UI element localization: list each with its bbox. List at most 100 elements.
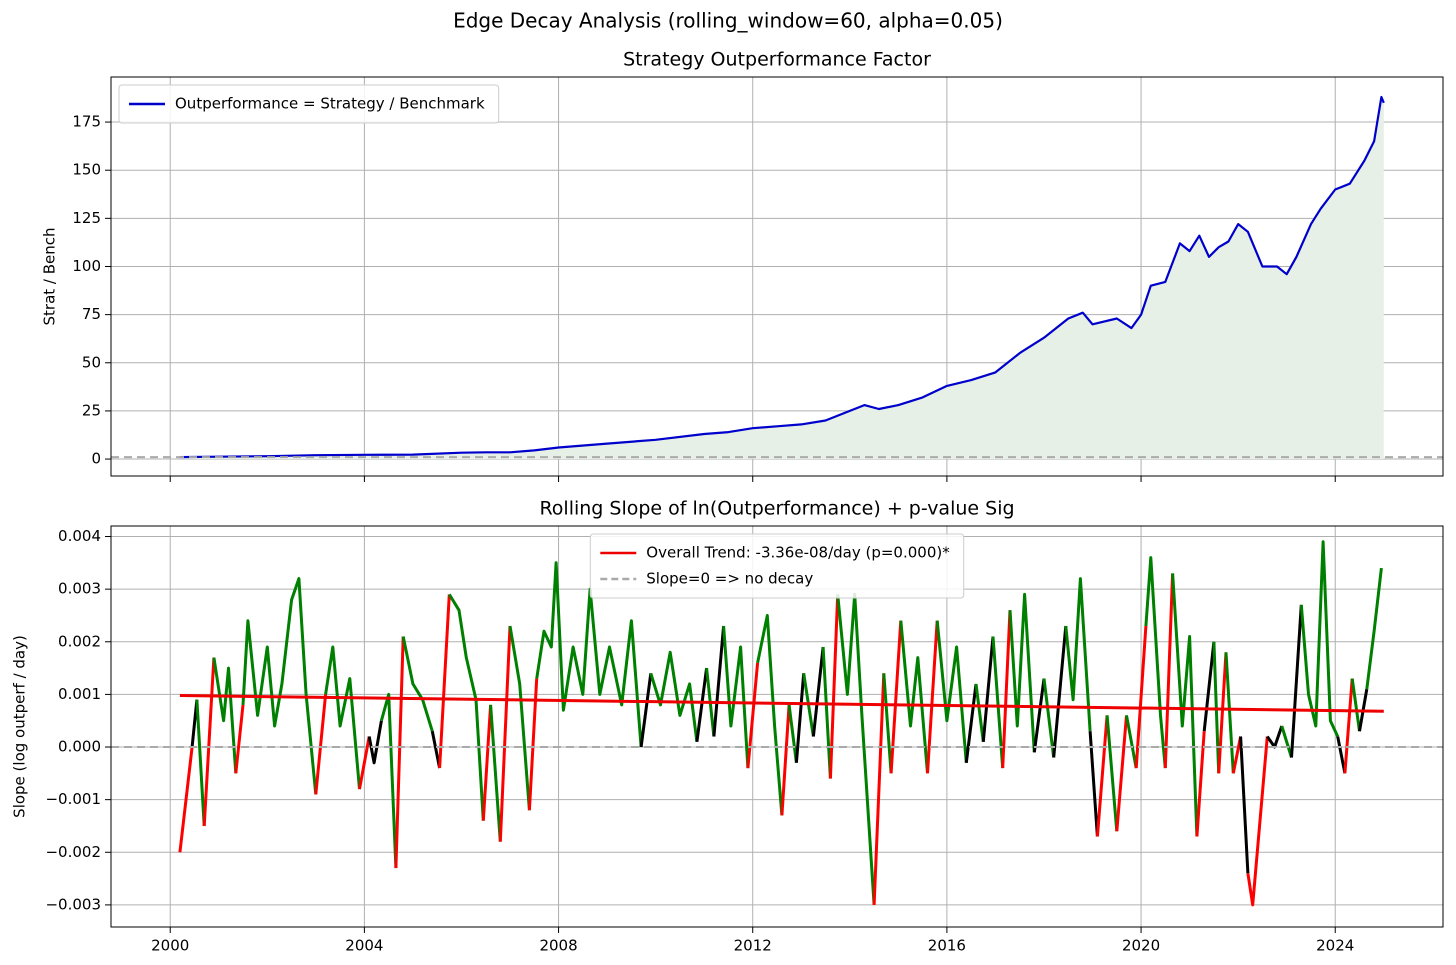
legend-label: Outperformance = Strategy / Benchmark bbox=[175, 95, 485, 113]
slope-line bbox=[649, 650, 699, 742]
slope-line bbox=[1088, 731, 1099, 837]
series-line bbox=[179, 694, 1384, 713]
legend-label: Overall Trend: -3.36e-08/day (p=0.000)* bbox=[646, 544, 950, 562]
slope-line bbox=[926, 620, 939, 774]
y-axis-label: Strat / Bench bbox=[41, 227, 59, 325]
slope-line bbox=[780, 704, 791, 816]
slope-line bbox=[1134, 625, 1148, 769]
slope-line bbox=[756, 614, 784, 816]
slope-line bbox=[1008, 592, 1036, 753]
slope-line bbox=[1343, 678, 1354, 774]
series-line bbox=[179, 95, 1385, 459]
slope-line bbox=[430, 730, 442, 769]
slope-line bbox=[1336, 736, 1347, 774]
slope-line bbox=[746, 662, 760, 769]
slope-line bbox=[1105, 715, 1119, 832]
slope-line bbox=[828, 594, 840, 779]
slope-line bbox=[639, 673, 653, 748]
slope-line bbox=[1266, 725, 1284, 749]
slope-line bbox=[212, 657, 238, 774]
slope-line bbox=[438, 594, 451, 769]
slope-line bbox=[872, 673, 886, 905]
slope-line bbox=[178, 746, 194, 853]
slope-line bbox=[1095, 715, 1109, 837]
y-tick-label: 0 bbox=[91, 450, 101, 468]
slope-line bbox=[1001, 610, 1012, 769]
slope-line bbox=[821, 646, 832, 779]
slope-line bbox=[1042, 678, 1056, 758]
slope-line bbox=[1280, 725, 1293, 758]
slope-line bbox=[481, 704, 493, 821]
slope-line bbox=[535, 561, 643, 748]
slope-line bbox=[794, 673, 806, 763]
slope-line bbox=[1125, 715, 1138, 769]
slope-line bbox=[394, 636, 405, 869]
slope-line bbox=[964, 683, 978, 763]
slope-line bbox=[241, 577, 318, 795]
slope-line bbox=[1231, 736, 1243, 774]
slope-line bbox=[324, 645, 361, 790]
legend-box bbox=[118, 84, 500, 124]
y-tick-label: 125 bbox=[72, 209, 101, 227]
y-tick-label: 175 bbox=[72, 113, 101, 131]
slope-line bbox=[695, 667, 709, 742]
slope-line bbox=[1299, 540, 1340, 738]
slope-line bbox=[489, 704, 502, 842]
figure-title: Edge Decay Analysis (rolling_window=60, … bbox=[453, 9, 1003, 33]
slope-line bbox=[1163, 573, 1175, 769]
y-tick-label: 100 bbox=[72, 257, 101, 275]
y-tick-label: −0.001 bbox=[45, 790, 101, 808]
legend: Overall Trend: -3.36e-08/day (p=0.000)* S… bbox=[589, 533, 965, 599]
slope-line bbox=[1052, 625, 1068, 758]
y-tick-label: 25 bbox=[82, 401, 101, 419]
slope-line bbox=[991, 636, 1005, 769]
slope-line bbox=[1115, 715, 1128, 832]
slope-line bbox=[1171, 573, 1199, 837]
axes-title: Rolling Slope of ln(Outperformance) + p-… bbox=[539, 498, 1014, 520]
slope-line bbox=[234, 704, 245, 774]
x-tick-label: 2004 bbox=[345, 937, 383, 955]
y-tick-label: 50 bbox=[82, 353, 101, 371]
slope-line bbox=[811, 646, 825, 737]
slope-line bbox=[1202, 641, 1216, 732]
x-tick-label: 2024 bbox=[1316, 937, 1354, 955]
slope-line bbox=[448, 593, 485, 821]
y-tick-label: 0.002 bbox=[58, 632, 101, 650]
slope-line bbox=[401, 636, 434, 732]
slope-line bbox=[527, 678, 539, 811]
slope-line bbox=[1365, 567, 1383, 690]
legend-label: Slope=0 => no decay bbox=[646, 570, 813, 588]
y-tick-label: 75 bbox=[82, 305, 101, 323]
slope-line bbox=[1195, 731, 1206, 837]
legend: Outperformance = Strategy / Benchmark bbox=[118, 84, 500, 124]
y-tick-label: 150 bbox=[72, 161, 101, 179]
slope-line bbox=[367, 720, 383, 765]
slope-line bbox=[1224, 652, 1235, 774]
x-tick-label: 2008 bbox=[539, 937, 577, 955]
slope-line bbox=[314, 694, 328, 795]
slope-line bbox=[1032, 678, 1046, 753]
slope-line bbox=[195, 699, 206, 827]
slope-line bbox=[379, 692, 398, 869]
slope-line bbox=[787, 704, 798, 763]
y-axis-label: Slope (log outperf / day) bbox=[11, 635, 29, 818]
y-tick-label: −0.002 bbox=[45, 843, 101, 861]
slope-line bbox=[1246, 736, 1269, 907]
slope-line bbox=[1064, 577, 1092, 732]
slope-line bbox=[498, 625, 512, 842]
slope-line bbox=[712, 625, 726, 737]
slope-line bbox=[981, 636, 995, 742]
axes-frame bbox=[110, 525, 1444, 928]
axes-frame bbox=[110, 76, 1444, 477]
slope-line bbox=[974, 683, 985, 742]
slope-line bbox=[1239, 736, 1250, 874]
slope-line bbox=[882, 673, 893, 774]
x-tick-label: 2012 bbox=[734, 937, 772, 955]
axes-title: Strategy Outperformance Factor bbox=[623, 49, 931, 71]
x-tick-label: 2020 bbox=[1122, 937, 1160, 955]
slope-line bbox=[1217, 652, 1228, 774]
slope-line bbox=[836, 592, 876, 905]
y-tick-label: −0.003 bbox=[45, 895, 101, 913]
y-tick-label: 0.001 bbox=[58, 685, 101, 703]
